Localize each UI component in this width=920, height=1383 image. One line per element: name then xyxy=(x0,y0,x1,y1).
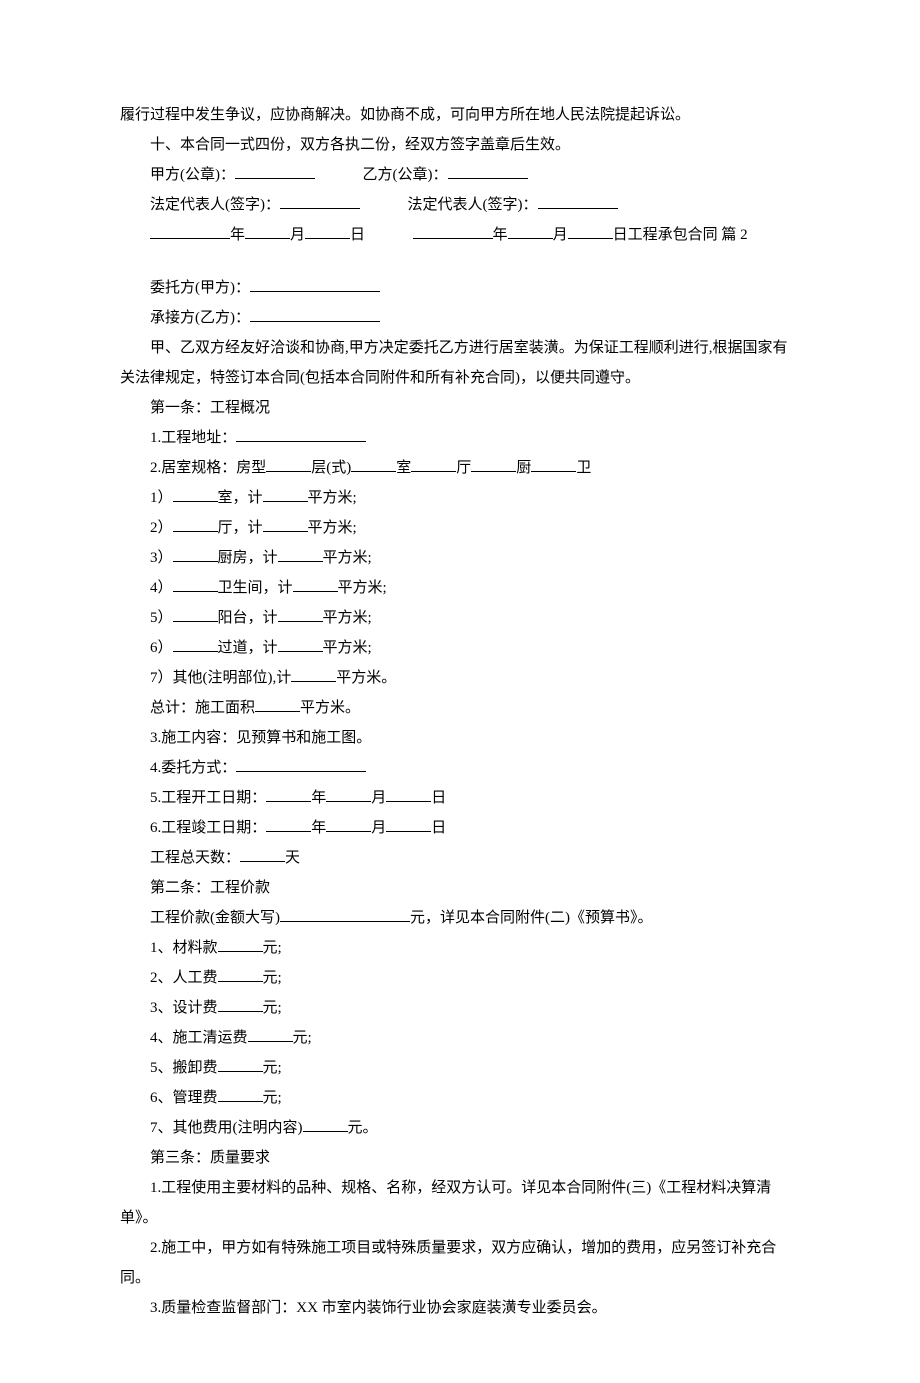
para-dispute: 履行过程中发生争议，应协商解决。如协商不成，可向甲方所在地人民法院提起诉讼。 xyxy=(120,100,800,130)
section-2-title: 工程承包合同 篇 2 xyxy=(628,227,748,243)
party-a-seal-label: 甲方(公章)： xyxy=(150,167,235,183)
project-address: 1.工程地址： xyxy=(120,423,800,453)
day-label-2: 日 xyxy=(613,227,628,243)
entrust-method: 4.委托方式： xyxy=(120,753,800,783)
room-4: 4）卫生间，计平方米; xyxy=(120,573,800,603)
quality-2: 2.施工中，甲方如有特殊施工项目或特殊质量要求，双方应确认，增加的费用，应另签订… xyxy=(120,1233,800,1293)
party-b-seal-label: 乙方(公章)： xyxy=(363,167,448,183)
room-7: 7）其他(注明部位),计平方米。 xyxy=(120,663,800,693)
article-2-title: 第二条：工程价款 xyxy=(120,873,800,903)
article-3-title: 第三条：质量要求 xyxy=(120,1143,800,1173)
room-spec: 2.居室规格：房型层(式)室厅厨卫 xyxy=(120,453,800,483)
client-label: 委托方(甲方)： xyxy=(120,273,800,303)
room-6: 6）过道，计平方米; xyxy=(120,633,800,663)
total-price: 工程价款(金额大写)元，详见本合同附件(二)《预算书》。 xyxy=(120,903,800,933)
room-1: 1）室，计平方米; xyxy=(120,483,800,513)
end-date: 6.工程竣工日期：年月日 xyxy=(120,813,800,843)
month-label-2: 月 xyxy=(553,227,568,243)
sign-row: 法定代表人(签字)： 法定代表人(签字)： xyxy=(120,190,800,220)
fee-3: 3、设计费元; xyxy=(120,993,800,1023)
room-5: 5）阳台，计平方米; xyxy=(120,603,800,633)
article-1-title: 第一条：工程概况 xyxy=(120,393,800,423)
fee-4: 4、施工清运费元; xyxy=(120,1023,800,1053)
date-row: 年月日 年月日工程承包合同 篇 2 xyxy=(120,220,800,250)
day-label: 日 xyxy=(350,227,365,243)
rep-a-sign-label: 法定代表人(签字)： xyxy=(150,197,280,213)
fee-2: 2、人工费元; xyxy=(120,963,800,993)
fee-7: 7、其他费用(注明内容)元。 xyxy=(120,1113,800,1143)
seal-row: 甲方(公章)： 乙方(公章)： xyxy=(120,160,800,190)
para-copies: 十、本合同一式四份，双方各执二份，经双方签字盖章后生效。 xyxy=(120,130,800,160)
total-days: 工程总天数：天 xyxy=(120,843,800,873)
contractor-label: 承接方(乙方)： xyxy=(120,303,800,333)
rep-b-sign-label: 法定代表人(签字)： xyxy=(408,197,538,213)
start-date: 5.工程开工日期：年月日 xyxy=(120,783,800,813)
fee-6: 6、管理费元; xyxy=(120,1083,800,1113)
quality-3: 3.质量检查监督部门：XX 市室内装饰行业协会家庭装潢专业委员会。 xyxy=(120,1293,800,1323)
fee-1: 1、材料款元; xyxy=(120,933,800,963)
year-label: 年 xyxy=(230,227,245,243)
construction-content: 3.施工内容：见预算书和施工图。 xyxy=(120,723,800,753)
fee-5: 5、搬卸费元; xyxy=(120,1053,800,1083)
preamble: 甲、乙双方经友好洽谈和协商,甲方决定委托乙方进行居室装潢。为保证工程顺利进行,根… xyxy=(120,333,800,393)
room-3: 3）厨房，计平方米; xyxy=(120,543,800,573)
room-2: 2）厅，计平方米; xyxy=(120,513,800,543)
total-area: 总计：施工面积平方米。 xyxy=(120,693,800,723)
quality-1: 1.工程使用主要材料的品种、规格、名称，经双方认可。详见本合同附件(三)《工程材… xyxy=(120,1173,800,1233)
year-label-2: 年 xyxy=(493,227,508,243)
month-label: 月 xyxy=(290,227,305,243)
